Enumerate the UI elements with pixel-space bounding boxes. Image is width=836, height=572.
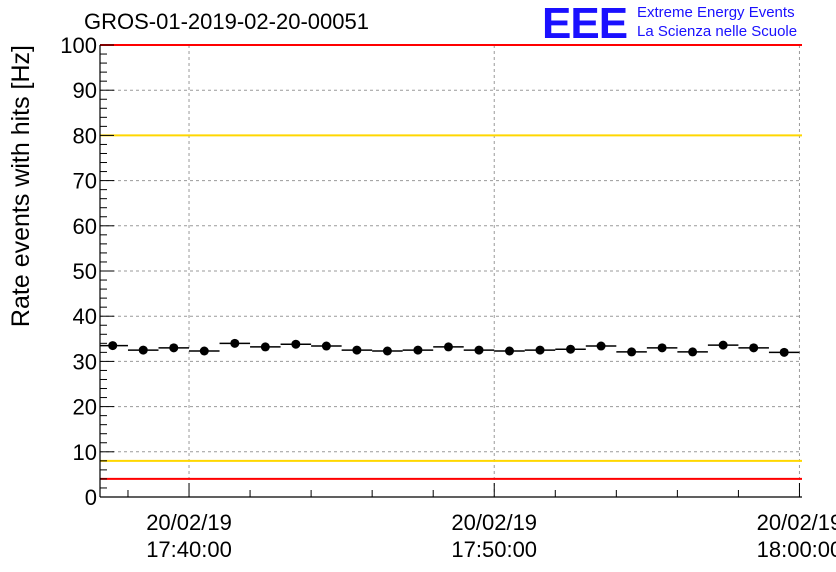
x-tick-label-time: 17:40:00	[146, 537, 232, 562]
y-tick-label: 50	[73, 259, 97, 284]
data-point	[627, 347, 637, 357]
data-point	[352, 345, 362, 355]
x-tick-label-date: 20/02/19	[146, 510, 232, 535]
y-tick-label: 40	[73, 304, 97, 329]
data-point	[474, 345, 484, 355]
x-tick-label-time: 18:00:00	[757, 537, 836, 562]
data-point	[749, 343, 759, 353]
eee-logo-text: Extreme Energy Events La Scienza nelle S…	[637, 3, 797, 41]
data-point	[779, 347, 789, 357]
data-point	[108, 341, 118, 351]
data-point	[321, 341, 331, 351]
chart-title: GROS-01-2019-02-20-00051	[84, 9, 369, 34]
data-point	[382, 346, 392, 356]
data-point	[230, 338, 240, 348]
logo-line-1: Extreme Energy Events	[637, 4, 795, 21]
data-point	[596, 341, 606, 351]
logo-line-2: La Scienza nelle Scuole	[637, 23, 798, 40]
y-tick-label: 70	[73, 169, 97, 194]
data-point	[138, 345, 148, 355]
y-tick-label: 20	[73, 395, 97, 420]
data-point	[718, 340, 728, 350]
y-tick-label: 100	[60, 33, 97, 58]
data-point	[443, 342, 453, 352]
y-tick-label: 30	[73, 349, 97, 374]
x-tick-label-date: 20/02/19	[757, 510, 836, 535]
data-point	[688, 347, 698, 357]
data-point	[291, 339, 301, 349]
y-axis-label: Rate events with hits [Hz]	[7, 45, 35, 327]
data-point	[657, 343, 667, 353]
data-point	[413, 345, 423, 355]
data-point	[199, 346, 209, 356]
x-tick-label-date: 20/02/19	[451, 510, 537, 535]
y-tick-label: 90	[73, 78, 97, 103]
x-tick-label-time: 17:50:00	[451, 537, 537, 562]
data-point	[535, 345, 545, 355]
data-point	[566, 344, 576, 354]
eee-logo: EEE	[542, 0, 628, 48]
y-tick-label: 80	[73, 123, 97, 148]
data-point	[260, 342, 270, 352]
data-point	[505, 346, 514, 356]
y-tick-label: 0	[85, 485, 97, 510]
y-tick-label: 60	[73, 214, 97, 239]
y-tick-label: 10	[73, 440, 97, 465]
data-point	[169, 343, 179, 353]
